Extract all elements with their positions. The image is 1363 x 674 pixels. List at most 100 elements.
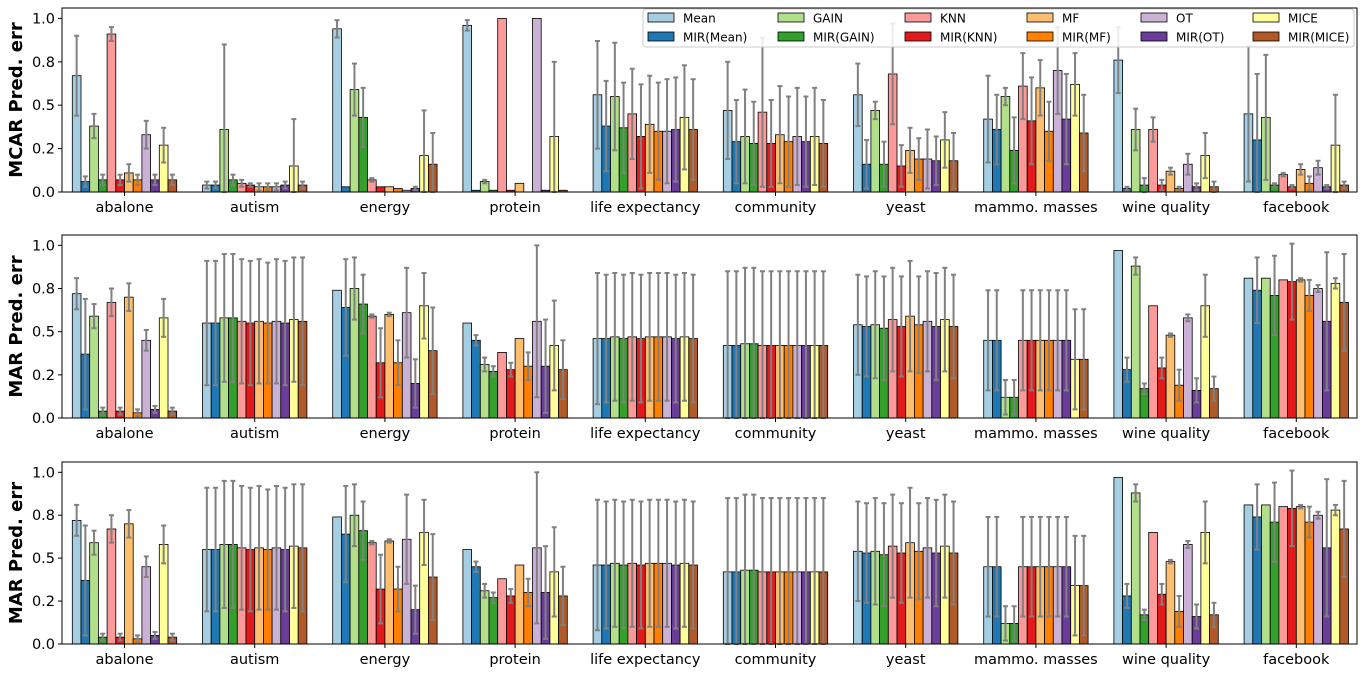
- bar-mir-mean-: [471, 566, 481, 645]
- x-tick-label: yeast: [886, 426, 926, 442]
- y-tick-label: 0.0: [32, 637, 55, 653]
- legend-item: MIR(Mean): [647, 31, 747, 45]
- bar-gain: [479, 590, 490, 645]
- bar-mir-gain-: [488, 597, 499, 645]
- x-tick-label: mammo. masses: [974, 652, 1098, 668]
- x-tick-label: abalone: [96, 652, 154, 668]
- bar-mean: [462, 549, 472, 645]
- bar-knn: [367, 542, 377, 645]
- axes-frame: [61, 461, 1358, 645]
- x-tick-label: facebook: [1263, 652, 1330, 668]
- bar-mean: [71, 519, 82, 645]
- legend-swatch: [1140, 31, 1168, 42]
- panel-1: abalone autism energy protein life expectanc…: [6, 7, 1358, 216]
- x-tick-label: community: [735, 200, 817, 216]
- x-tick-label: protein: [489, 652, 541, 668]
- bar-ot: [141, 566, 151, 645]
- bar-ot: [141, 339, 151, 419]
- bar-gain: [1261, 277, 1271, 419]
- bar-mf: [514, 338, 525, 419]
- x-tick-label: wine quality: [1122, 200, 1211, 216]
- legend-swatch: [777, 12, 805, 23]
- legend-swatch: [777, 31, 805, 42]
- bar-mf: [124, 296, 134, 419]
- legend-label: MIR(MF): [1062, 31, 1111, 45]
- x-tick-label: mammo. masses: [974, 426, 1098, 442]
- bar-mean: [1243, 504, 1254, 645]
- legend-swatch: [904, 12, 932, 23]
- x-tick-label: life expectancy: [590, 652, 701, 668]
- bar-gain: [89, 315, 99, 419]
- bar-knn: [497, 351, 507, 419]
- bar-mf: [124, 523, 134, 645]
- bar-knn: [106, 528, 117, 645]
- legend-item: MIR(KNN): [904, 31, 997, 45]
- y-tick-label: 0.5: [32, 551, 55, 567]
- bar-mf: [1295, 506, 1306, 645]
- bar-mir-knn-: [375, 186, 386, 193]
- bar-mir-mf-: [1304, 295, 1315, 419]
- legend-item: GAIN: [777, 12, 843, 26]
- axes-frame: [61, 234, 1358, 419]
- bar-ot: [532, 18, 542, 193]
- bar-gain: [89, 542, 99, 645]
- legend-label: MIR(MICE): [1288, 31, 1349, 45]
- x-tick-label: community: [735, 652, 817, 668]
- x-tick-label: abalone: [96, 200, 154, 216]
- legend-swatch: [647, 12, 675, 23]
- legend-item: MIR(MF): [1026, 31, 1111, 45]
- y-tick-label: 0.0: [32, 185, 55, 201]
- legend-label: MF: [1062, 12, 1079, 26]
- bar-gain: [1261, 504, 1271, 645]
- x-tick-label: protein: [489, 200, 541, 216]
- bar-ot: [1313, 514, 1323, 645]
- bar-mir-mf-: [393, 188, 403, 193]
- legend-label: MICE: [1288, 12, 1318, 26]
- y-tick-label: 0.0: [32, 411, 55, 427]
- x-tick-label: life expectancy: [590, 426, 701, 442]
- bar-mf: [514, 564, 525, 645]
- bar-mir-gain-: [488, 370, 499, 419]
- bar-mf: [1165, 334, 1176, 419]
- x-tick-label: yeast: [886, 200, 926, 216]
- bar-knn: [106, 301, 117, 419]
- legend-label: MIR(Mean): [683, 31, 747, 45]
- legend-label: MIR(KNN): [940, 31, 997, 45]
- y-tick-label: 0.5: [32, 98, 55, 114]
- y-tick-label: 1.0: [32, 465, 55, 481]
- x-tick-label: energy: [360, 426, 411, 442]
- panel-2: abalone autism energy protein life expectanc…: [6, 234, 1358, 442]
- x-tick-label: energy: [360, 652, 411, 668]
- bar-knn: [1278, 279, 1289, 419]
- x-tick-label: yeast: [886, 652, 926, 668]
- bar-mir-mean-: [340, 186, 351, 193]
- x-tick-label: protein: [489, 426, 541, 442]
- x-tick-label: wine quality: [1122, 426, 1211, 442]
- bar-mice: [1330, 509, 1341, 645]
- legend-box: [642, 8, 1355, 48]
- x-tick-label: facebook: [1263, 200, 1330, 216]
- legend-item: MIR(MICE): [1252, 31, 1349, 45]
- legend-swatch: [647, 31, 675, 42]
- bar-mice: [1330, 282, 1341, 419]
- bar-mf: [384, 186, 394, 193]
- bar-mf: [384, 314, 394, 419]
- bar-mf: [1165, 561, 1176, 645]
- bar-knn: [497, 578, 507, 645]
- panel-3: abalone autism energy protein life expectanc…: [6, 461, 1358, 668]
- bar-mir-mean-: [471, 339, 481, 419]
- x-tick-label: autism: [230, 652, 279, 668]
- x-tick-label: abalone: [96, 426, 154, 442]
- bar-mean: [332, 28, 342, 193]
- y-tick-label: 0.5: [32, 325, 55, 341]
- legend: Mean GAIN KNN MF OT MICE MIR(Mean) MIR(GAIN) MIR…: [642, 8, 1355, 48]
- legend-swatch: [1140, 12, 1168, 23]
- y-axis-label: MAR Pred. err: [6, 482, 27, 624]
- bar-gain: [1130, 492, 1141, 645]
- bar-mean: [71, 293, 82, 419]
- bar-ot: [1313, 288, 1323, 419]
- y-tick-label: 1.0: [32, 238, 55, 254]
- bar-gain: [870, 110, 881, 193]
- legend-swatch: [1026, 12, 1054, 23]
